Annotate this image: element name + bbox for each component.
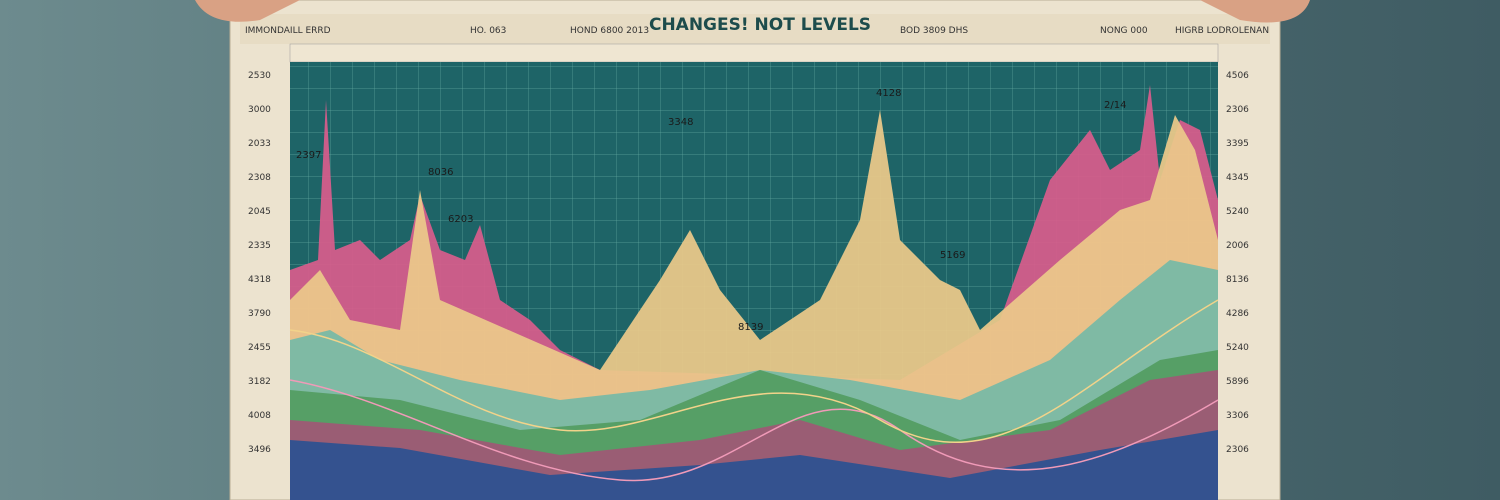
left-label: 2335 [248, 241, 271, 251]
magenta-area [290, 370, 1218, 500]
peak-label: 2397 [296, 150, 321, 161]
peak-label: 6203 [448, 214, 473, 225]
right-label: 3395 [1226, 139, 1249, 149]
column-band [289, 43, 1219, 63]
right-hand [1200, 0, 1310, 23]
peak-label: 3348 [668, 117, 693, 128]
left-label: 2033 [248, 139, 271, 149]
peak-label: 5169 [940, 250, 965, 261]
right-label: 3306 [1226, 411, 1249, 421]
header-label: HIGRB LODROLENAN [1175, 26, 1269, 36]
left-label: 2308 [248, 173, 271, 183]
labels: IMMONDAILL ERRD HO. 063 HOND 6800 2013 BOD … [245, 26, 1269, 455]
left-label: 3182 [248, 377, 271, 387]
right-label: 2306 [1226, 105, 1249, 115]
header-band [240, 14, 1270, 44]
right-label: 2006 [1226, 241, 1249, 251]
header-label: IMMONDAILL ERRD [245, 26, 331, 36]
right-label: 4345 [1226, 173, 1249, 183]
left-label: 4318 [248, 275, 271, 285]
header-label: HOND 6800 2013 [570, 26, 649, 36]
right-label: 4506 [1226, 71, 1249, 81]
areas [289, 85, 1219, 500]
blue-area [290, 430, 1218, 500]
left-label: 3496 [248, 445, 271, 455]
left-label: 2455 [248, 343, 271, 353]
right-label: 2306 [1226, 445, 1249, 455]
left-label: 3790 [248, 309, 271, 319]
peak-label: 8139 [738, 322, 763, 333]
peak-label: 8036 [428, 167, 453, 178]
right-label: 5240 [1226, 343, 1249, 353]
right-label: 8136 [1226, 275, 1249, 285]
left-hand [195, 0, 300, 22]
left-label: 2530 [248, 71, 271, 81]
line [289, 299, 1219, 443]
left-label: 4008 [248, 411, 271, 421]
peak-label: 2/14 [1104, 100, 1126, 111]
header-label: NONG 000 [1100, 26, 1148, 36]
right-label: 5240 [1226, 207, 1249, 217]
right-label: 5896 [1226, 377, 1249, 387]
header-label: BOD 3809 DHS [900, 26, 968, 36]
peak-label: 4128 [876, 88, 901, 99]
left-label: 2045 [248, 207, 271, 217]
header-label: HO. 063 [470, 26, 506, 36]
line [289, 379, 1219, 482]
right-label: 4286 [1226, 309, 1249, 319]
left-label: 3000 [248, 105, 271, 115]
title: CHANGES! NOT LEVELS [649, 15, 871, 35]
